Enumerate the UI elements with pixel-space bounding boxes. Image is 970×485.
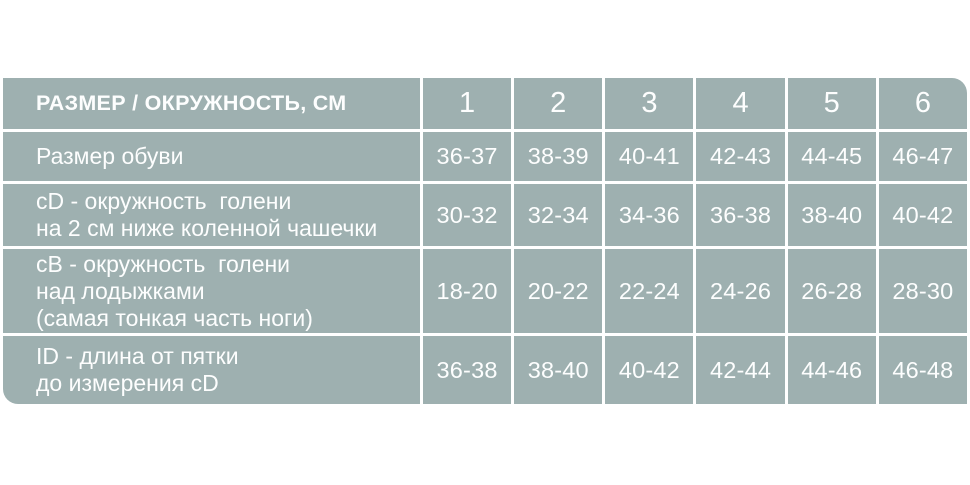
row-label-line: Размер обуви bbox=[36, 143, 184, 169]
cell-value: 46-47 bbox=[878, 132, 967, 181]
row-label-shoe-size: Размер обуви bbox=[3, 132, 420, 181]
row-label-cd-circumference: cD - окружность голени на 2 см ниже коле… bbox=[3, 184, 420, 246]
column-header-1: 1 bbox=[423, 78, 512, 129]
column-header-6: 6 bbox=[878, 78, 967, 129]
cell-value: 38-40 bbox=[787, 184, 876, 246]
table-header-label-cell: РАЗМЕР / ОКРУЖНОСТЬ, СМ bbox=[3, 78, 420, 129]
cell-value: 38-39 bbox=[514, 132, 603, 181]
cell-value: 34-36 bbox=[605, 184, 694, 246]
size-chart-table: РАЗМЕР / ОКРУЖНОСТЬ, СМ 1 2 3 4 5 6 Разм… bbox=[3, 78, 967, 404]
column-header-5: 5 bbox=[787, 78, 876, 129]
cell-value: 42-43 bbox=[696, 132, 785, 181]
cell-value: 30-32 bbox=[423, 184, 512, 246]
cell-value: 26-28 bbox=[787, 249, 876, 333]
cell-value: 40-42 bbox=[878, 184, 967, 246]
cell-value: 36-38 bbox=[423, 336, 512, 404]
cell-value: 44-45 bbox=[787, 132, 876, 181]
column-header-3: 3 bbox=[605, 78, 694, 129]
row-label-line: ID - длина от пятки bbox=[36, 343, 239, 369]
cell-value: 44-46 bbox=[787, 336, 876, 404]
row-label-id-length: ID - длина от пятки до измерения cD bbox=[3, 336, 420, 404]
cell-value: 24-26 bbox=[696, 249, 785, 333]
row-label-line: над лодыжками bbox=[36, 277, 205, 304]
row-label-line: cB - окружность голени bbox=[36, 250, 291, 277]
cell-value: 20-22 bbox=[514, 249, 603, 333]
column-header-2: 2 bbox=[514, 78, 603, 129]
table-header-label: РАЗМЕР / ОКРУЖНОСТЬ, СМ bbox=[36, 91, 347, 115]
cell-value: 46-48 bbox=[878, 336, 967, 404]
row-label-line: на 2 см ниже коленной чашечки bbox=[36, 215, 378, 241]
row-label-line: (самая тонкая часть ноги) bbox=[36, 304, 313, 331]
cell-value: 36-38 bbox=[696, 184, 785, 246]
row-label-cb-circumference: cB - окружность голени над лодыжками (са… bbox=[3, 249, 420, 333]
cell-value: 40-41 bbox=[605, 132, 694, 181]
column-header-4: 4 bbox=[696, 78, 785, 129]
cell-value: 18-20 bbox=[423, 249, 512, 333]
cell-value: 42-44 bbox=[696, 336, 785, 404]
cell-value: 36-37 bbox=[423, 132, 512, 181]
cell-value: 38-40 bbox=[514, 336, 603, 404]
cell-value: 40-42 bbox=[605, 336, 694, 404]
cell-value: 32-34 bbox=[514, 184, 603, 246]
cell-value: 22-24 bbox=[605, 249, 694, 333]
row-label-line: cD - окружность голени bbox=[36, 188, 292, 214]
cell-value: 28-30 bbox=[878, 249, 967, 333]
row-label-line: до измерения cD bbox=[36, 370, 219, 396]
